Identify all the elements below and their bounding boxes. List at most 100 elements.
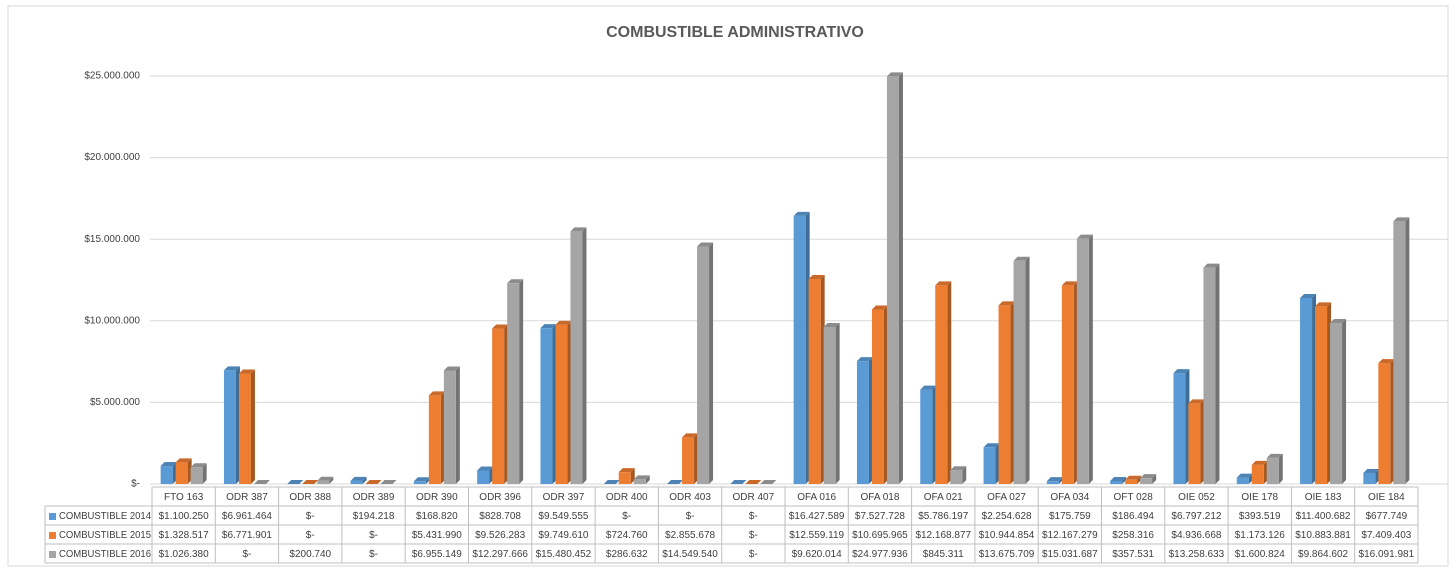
bar-top [697,242,714,247]
table-cell: $- [749,530,758,541]
table-cell: $6.955.149 [412,549,462,560]
bar-top [380,480,397,484]
bar [1110,480,1123,484]
table-cell: $6.961.464 [222,511,272,522]
bar-top [238,369,255,374]
bar-top [633,475,650,480]
legend-label: COMBUSTIBLE 2014 [59,511,151,522]
bar [413,481,426,484]
table-cell: $828.708 [479,511,521,522]
bar-top [555,320,572,325]
bar [1393,221,1406,484]
y-tick-label: $10.000.000 [84,315,140,326]
table-cell: $12.168.877 [915,530,971,541]
x-tick-label: OFA 016 [797,492,836,503]
bar-top [1393,217,1410,222]
x-tick-label: ODR 400 [606,492,648,503]
table-cell: $6.797.212 [1171,511,1221,522]
table-cell: $724.760 [606,530,648,541]
bar-top [253,480,270,484]
table-cell: $- [242,549,251,560]
table-cell: $12.167.279 [1042,530,1098,541]
bar [1330,323,1343,484]
bar-top [682,433,699,438]
bar-top [477,466,494,471]
bar [871,309,884,484]
bar [238,373,251,484]
bar [682,437,695,484]
bar-side [1152,474,1157,484]
table-cell: $1.173.126 [1235,530,1285,541]
bar-top [920,385,937,390]
bar [428,395,441,484]
bar [886,76,899,485]
bar-side [835,323,840,484]
bar-top [950,466,967,471]
table-cell: $14.549.540 [662,549,718,560]
table-cell: $24.977.936 [852,549,908,560]
bar-side [329,476,334,484]
x-tick-label: ODR 403 [669,492,711,503]
bar-top [365,480,382,484]
bar-side [709,242,714,484]
bar-top [808,275,825,280]
bar [1188,403,1201,484]
bar-side [202,463,207,484]
bar-top [823,323,840,328]
x-tick-label: ODR 389 [353,492,395,503]
bar [1173,373,1186,484]
table-cell: $10.944.854 [979,530,1035,541]
x-tick-label: FTO 163 [164,492,204,503]
bar [1300,297,1313,484]
bar [540,328,553,484]
bar [618,472,631,484]
bar [793,215,806,485]
bar-top [1173,369,1190,374]
bar [950,470,963,484]
table-cell: $- [306,511,315,522]
bar-top [1363,468,1380,473]
x-tick-label: ODR 387 [226,492,268,503]
table-cell: $5.431.990 [412,530,462,541]
table-cell: $- [369,549,378,560]
bar [1236,477,1249,484]
table-cell: $11.400.682 [1296,511,1351,522]
x-tick-label: ODR 397 [543,492,585,503]
bar-side [1122,476,1127,484]
bar-top [603,480,620,484]
bar-top [1061,281,1078,286]
bar-top [175,458,192,463]
bar [1315,306,1328,484]
bar-side [1278,453,1283,484]
bar-top [507,279,524,284]
bar-top [428,391,445,396]
bar-top [886,72,903,77]
bar-top [1251,460,1268,465]
table-cell: $- [749,549,758,560]
bar [477,470,490,484]
bar [1378,363,1391,484]
table-cell: $16.427.589 [789,511,845,522]
bar [920,389,933,484]
bar-top [745,480,762,484]
bar-side [362,476,367,484]
bar [350,480,363,484]
bar-side [645,475,650,484]
y-tick-label: $15.000.000 [84,234,140,245]
bar [223,370,236,484]
table-cell: $10.695.965 [852,530,908,541]
x-tick-label: OFT 028 [1114,492,1154,503]
bar [1125,479,1138,484]
bar-top [760,480,777,484]
bar-side [455,366,460,484]
table-cell: $393.519 [1239,511,1281,522]
bar-side [250,369,255,484]
bar [1266,457,1279,484]
table-cell: $10.883.881 [1295,530,1351,541]
bar [160,466,173,484]
table-cell: $2.855.678 [665,530,715,541]
x-tick-label: OIE 052 [1178,492,1215,503]
bar [1251,464,1264,484]
bar-top [413,477,430,482]
